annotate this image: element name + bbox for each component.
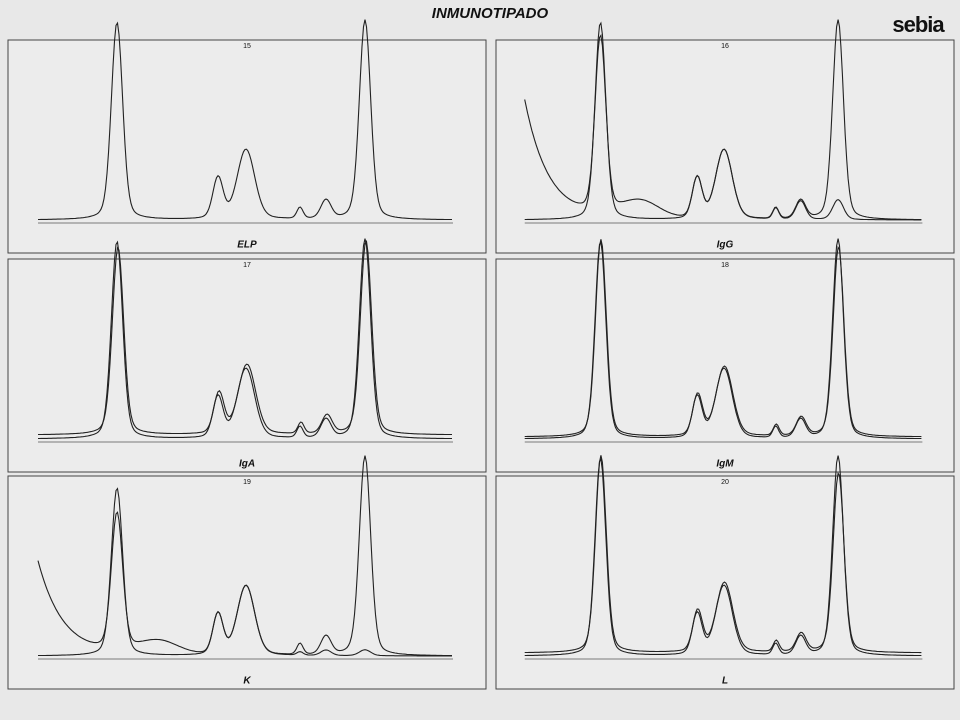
panel: 16 IgG xyxy=(495,19,955,254)
panel-frame xyxy=(7,258,487,473)
panel: 19 K xyxy=(7,455,487,690)
logo: sebia xyxy=(892,12,945,37)
panel: 17 IgA xyxy=(7,238,487,473)
panel: 18 IgM xyxy=(495,238,955,473)
panel-number: 16 xyxy=(721,43,729,50)
panel-number: 15 xyxy=(243,43,251,50)
panel: 15 ELP xyxy=(7,19,487,254)
panel-frame xyxy=(495,39,955,254)
panel-label: K xyxy=(243,676,251,687)
panel-number: 17 xyxy=(243,262,251,269)
panel-frame xyxy=(7,475,487,690)
trace xyxy=(37,511,452,657)
panel-label: IgG xyxy=(717,240,734,251)
panel-frame xyxy=(7,39,487,254)
panel-number: 20 xyxy=(721,479,729,486)
trace xyxy=(38,239,452,436)
panel-label: IgA xyxy=(239,459,255,470)
panel-label: L xyxy=(722,676,728,687)
title: INMUNOTIPADO xyxy=(432,5,549,22)
panel-label: ELP xyxy=(237,240,257,251)
trace xyxy=(38,19,452,221)
panel: 20 L xyxy=(495,455,955,690)
trace xyxy=(524,239,922,438)
trace xyxy=(524,455,922,654)
panel-label: IgM xyxy=(716,459,734,470)
trace xyxy=(38,238,452,440)
trace xyxy=(524,34,922,221)
panel-frame xyxy=(495,258,955,473)
panel-number: 18 xyxy=(721,262,729,269)
panel-number: 19 xyxy=(243,479,251,486)
